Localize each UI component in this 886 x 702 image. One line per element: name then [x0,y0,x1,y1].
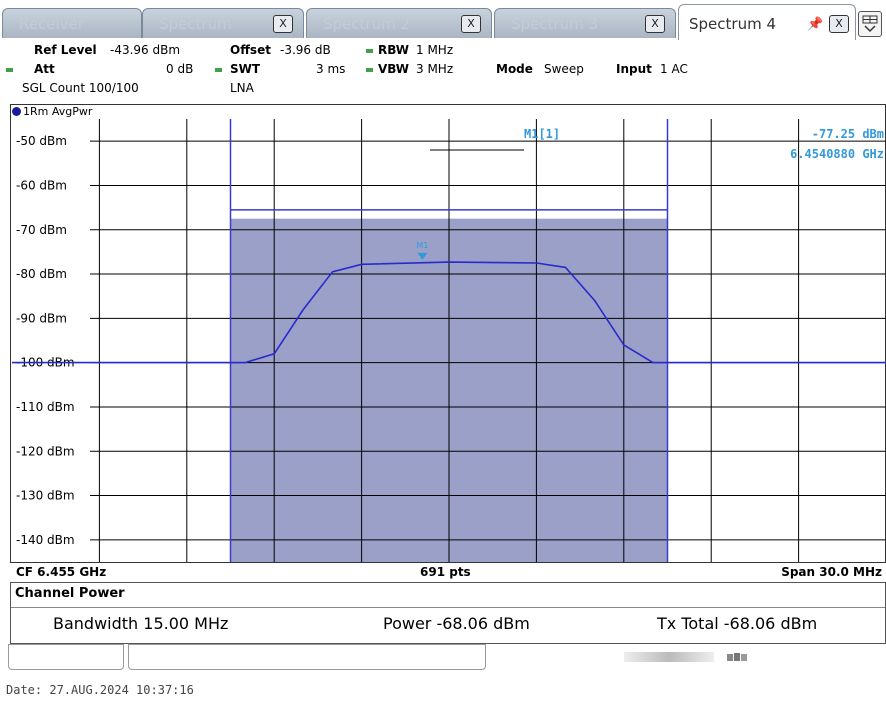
y-tick-label: -140 dBm [16,533,75,547]
tab-bar: Receiver Spectrum X Spectrum 2 X Spectru… [0,0,886,40]
y-tick-label: -90 dBm [16,311,67,325]
mode-value: Sweep [544,62,584,76]
offset-label: Offset [230,43,271,57]
att-value: 0 dB [166,62,194,76]
marker-m1-icon[interactable] [417,252,428,260]
sgl-count: SGL Count 100/100 [22,81,139,95]
measurement-settings: Ref Level -43.96 dBm Offset -3.96 dB RBW… [0,40,886,102]
swt-label: SWT [230,62,261,76]
marker-frequency: 6.4540880 GHz [790,147,884,161]
timestamp: Date: 27.AUG.2024 10:37:16 [6,683,194,697]
trace-info: 1Rm AvgPwr [12,105,92,118]
channel-bandwidth: Bandwidth 15.00 MHz [53,614,229,633]
y-tick-label: -80 dBm [16,267,67,281]
rbw-label: RBW [378,43,409,57]
ref-level-label: Ref Level [34,43,97,57]
close-tab-icon[interactable]: X [645,15,665,33]
center-frequency: CF 6.455 GHz [16,565,107,579]
sweep-points: 691 pts [420,565,471,579]
vbw-label: VBW [378,62,410,76]
y-tick-label: -70 dBm [16,223,67,237]
y-tick-label: -60 dBm [16,178,67,192]
marker-level: -77.25 dBm [812,127,884,141]
input-label: Input [616,62,652,76]
window-menu-button[interactable] [858,11,882,37]
close-tab-icon[interactable]: X [461,15,481,33]
att-label: Att [34,62,55,76]
offset-value: -3.96 dB [280,43,331,57]
trace-indicator-icon [12,107,21,116]
trace-1 [12,261,886,364]
tab-spectrum-2[interactable]: Spectrum 2 X [306,8,492,38]
tab-label: Spectrum 2 [323,15,410,33]
y-tick-label: -130 dBm [16,489,75,503]
tab-spectrum-3[interactable]: Spectrum 3 X [494,8,676,38]
channel-power-value: Power -68.06 dBm [383,614,530,633]
status-field[interactable] [128,644,486,670]
marker-name: M1[1] [524,127,560,141]
tab-spectrum-4[interactable]: Spectrum 4 📌 X [678,4,856,40]
vbw-value: 3 MHz [416,62,454,76]
pin-icon[interactable]: 📌 [807,17,824,32]
rbw-value: 1 MHz [416,43,454,57]
coupling-indicator [366,49,373,53]
trace-label: 1Rm AvgPwr [23,105,93,118]
channel-power-row: Bandwidth 15.00 MHz Power -68.06 dBm Tx … [11,607,885,638]
tab-spectrum[interactable]: Spectrum X [142,8,304,38]
coupling-indicator [215,68,222,72]
coupling-indicator [366,68,373,72]
coupling-indicator [6,68,13,72]
channel-power-title: Channel Power [15,586,125,601]
span-value: Span 30.0 MHz [781,565,882,579]
y-tick-label: -50 dBm [16,134,67,148]
ref-level-value: -43.96 dBm [110,43,181,57]
status-icon [726,648,748,661]
close-tab-icon[interactable]: X [273,15,293,33]
status-field[interactable] [8,644,124,670]
input-value: 1 AC [660,62,688,76]
tab-label: Receiver [19,15,84,33]
swt-value: 3 ms [316,62,346,76]
tab-label: Spectrum 4 [689,15,776,33]
channel-power-table: Channel Power Bandwidth 15.00 MHz Power … [10,582,886,644]
menu-dropdown-icon [862,15,878,33]
tab-label: Spectrum 3 [511,15,598,33]
close-tab-icon[interactable]: X [829,15,849,33]
tab-receiver[interactable]: Receiver [2,8,142,38]
tx-total-value: Tx Total -68.06 dBm [657,614,818,633]
progress-indicator [624,652,714,662]
diagram-footer: CF 6.455 GHz 691 pts Span 30.0 MHz [10,562,886,583]
mode-label: Mode [496,62,533,76]
lna-indicator: LNA [230,81,254,95]
y-tick-label: -120 dBm [16,444,75,458]
y-tick-label: -110 dBm [16,400,75,414]
tab-label: Spectrum [159,15,232,33]
marker-symbol: M1 [416,241,428,250]
